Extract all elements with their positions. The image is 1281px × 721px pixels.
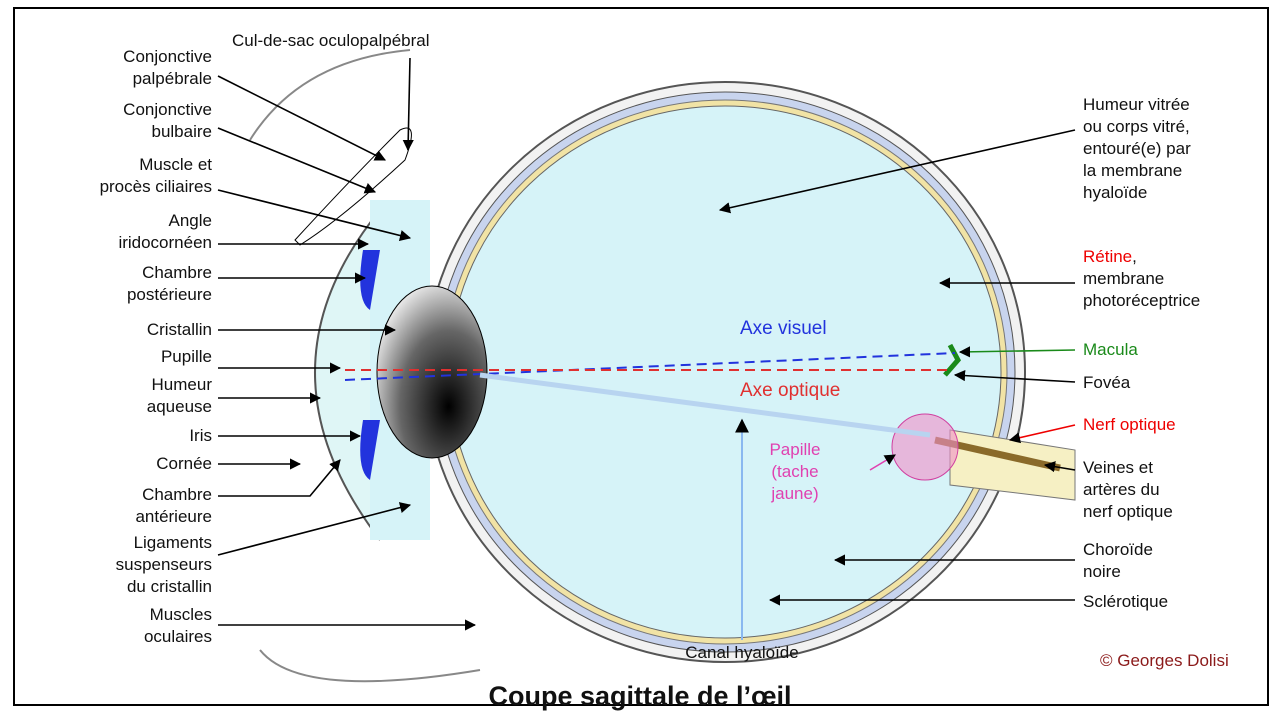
left-label: Pupille <box>161 347 212 366</box>
right-label: ou corps vitré, <box>1083 117 1190 136</box>
left-label: Iris <box>189 426 212 445</box>
right-label: Rétine, <box>1083 247 1137 266</box>
right-label: Humeur vitrée <box>1083 95 1190 114</box>
papilla-label: jaune) <box>770 484 818 503</box>
eye-diagram: Coupe sagittale de l’œil © Georges Dolis… <box>0 0 1281 721</box>
right-label: Macula <box>1083 340 1138 359</box>
left-label: aqueuse <box>147 397 212 416</box>
right-label: Veines et <box>1083 458 1153 477</box>
retina-punct: , <box>1132 247 1137 266</box>
left-label: Chambre <box>142 263 212 282</box>
left-label: Cornée <box>156 454 212 473</box>
left-label: antérieure <box>135 507 212 526</box>
right-label: Fovéa <box>1083 373 1131 392</box>
left-label: Conjonctive <box>123 100 212 119</box>
left-label: du cristallin <box>127 577 212 596</box>
papilla-label: Papille <box>769 440 820 459</box>
left-label: procès ciliaires <box>100 177 212 196</box>
left-label: bulbaire <box>152 122 213 141</box>
left-label: Chambre <box>142 485 212 504</box>
visual-axis: Axe visuel <box>740 318 827 339</box>
retina-term: Rétine <box>1083 247 1132 266</box>
left-label: suspenseurs <box>116 555 212 574</box>
right-label: Choroïde <box>1083 540 1153 559</box>
left-label: Cristallin <box>147 320 212 339</box>
right-label: entouré(e) par <box>1083 139 1191 158</box>
right-label: artères du <box>1083 480 1160 499</box>
left-label: Muscles <box>150 605 212 624</box>
optical-axis: Axe optique <box>740 380 840 401</box>
hyaloid-canal: Canal hyaloïde <box>685 643 798 662</box>
right-label: Nerf optique <box>1083 415 1176 434</box>
right-label: nerf optique <box>1083 502 1173 521</box>
left-label: postérieure <box>127 285 212 304</box>
left-label: oculaires <box>144 627 212 646</box>
left-label: Conjonctive <box>123 47 212 66</box>
right-label: hyaloïde <box>1083 183 1147 202</box>
papilla-label: (tache <box>771 462 818 481</box>
title: Coupe sagittale de l’œil <box>488 681 791 711</box>
left-label: palpébrale <box>133 69 212 88</box>
left-label: iridocornéen <box>118 233 212 252</box>
left-label: Humeur <box>152 375 213 394</box>
right-label: noire <box>1083 562 1121 581</box>
copyright: © Georges Dolisi <box>1100 651 1229 670</box>
left-label: Ligaments <box>134 533 212 552</box>
right-label: photoréceptrice <box>1083 291 1200 310</box>
top-label: Cul-de-sac oculopalpébral <box>232 31 430 50</box>
left-label: Angle <box>169 211 212 230</box>
left-label: Muscle et <box>139 155 212 174</box>
right-label: membrane <box>1083 269 1164 288</box>
right-label: la membrane <box>1083 161 1182 180</box>
right-label: Sclérotique <box>1083 592 1168 611</box>
